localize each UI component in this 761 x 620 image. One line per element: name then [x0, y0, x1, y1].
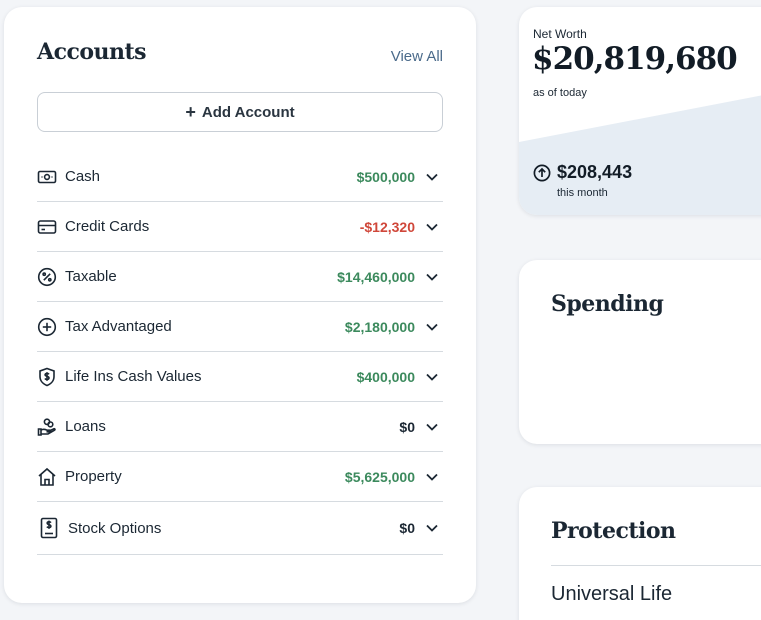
plus-circle-icon	[37, 317, 57, 337]
account-label: Loans	[65, 418, 106, 435]
account-row-life-ins-cash-values[interactable]: Life Ins Cash Values $400,000	[37, 352, 443, 402]
shield-dollar-icon	[37, 367, 57, 387]
credit-card-icon	[37, 217, 57, 237]
account-label: Stock Options	[68, 519, 162, 537]
account-amount: $0	[399, 418, 415, 435]
account-row-taxable[interactable]: Taxable $14,460,000	[37, 252, 443, 302]
account-row-credit-cards[interactable]: Credit Cards -$12,320	[37, 202, 443, 252]
chevron-down-icon[interactable]	[425, 420, 439, 434]
protection-title: Protection	[551, 518, 676, 544]
house-icon	[37, 467, 57, 487]
account-row-cash[interactable]: Cash $500,000	[37, 152, 443, 202]
account-row-stock-options[interactable]: Stock Options $0	[37, 502, 443, 555]
plus-icon: +	[185, 102, 196, 122]
add-account-label: Add Account	[201, 103, 295, 121]
spending-card: Spending	[519, 260, 761, 444]
chevron-down-icon[interactable]	[425, 170, 439, 184]
account-label: Taxable	[65, 268, 117, 285]
cash-icon	[37, 167, 57, 187]
account-label: Life Ins Cash Values	[65, 368, 202, 385]
account-amount: -$12,320	[359, 218, 415, 235]
spending-title: Spending	[551, 291, 664, 317]
divider	[551, 565, 761, 566]
protection-card: Protection Universal Life	[519, 487, 761, 620]
account-label: Property	[65, 468, 122, 485]
account-amount: $5,625,000	[344, 468, 415, 485]
protection-item-universal-life[interactable]: Universal Life	[551, 583, 673, 605]
account-label: Credit Cards	[65, 218, 150, 235]
net-worth-as-of: as of today	[533, 87, 587, 99]
hand-coins-icon	[37, 417, 57, 437]
account-row-tax-advantaged[interactable]: Tax Advantaged $2,180,000	[37, 302, 443, 352]
account-label: Cash	[65, 168, 101, 185]
net-worth-change: $208,443	[533, 162, 632, 183]
arrow-up-circle-icon	[533, 164, 551, 181]
chevron-down-icon[interactable]	[425, 220, 439, 234]
net-worth-change-value: $208,443	[557, 162, 633, 182]
account-row-property[interactable]: Property $5,625,000	[37, 452, 443, 502]
chevron-down-icon[interactable]	[425, 521, 439, 535]
net-worth-card: Net Worth $20,819,680 as of today $208,4…	[519, 7, 761, 215]
view-all-link[interactable]: View All	[390, 48, 443, 65]
document-dollar-icon	[37, 517, 60, 539]
account-amount: $0	[399, 520, 415, 536]
add-account-button[interactable]: + Add Account	[37, 92, 443, 132]
accounts-list: Cash $500,000 Credit Cards -$12,320 Taxa…	[37, 152, 443, 555]
net-worth-change-period: this month	[557, 187, 608, 199]
account-amount: $14,460,000	[337, 268, 415, 285]
net-worth-label: Net Worth	[533, 27, 587, 41]
percent-icon	[37, 267, 57, 287]
chevron-down-icon[interactable]	[425, 320, 439, 334]
net-worth-area-chart	[519, 95, 761, 215]
chevron-down-icon[interactable]	[425, 470, 439, 484]
account-amount: $2,180,000	[344, 318, 415, 335]
account-amount: $500,000	[356, 168, 415, 185]
net-worth-value: $20,819,680	[532, 41, 738, 77]
chevron-down-icon[interactable]	[425, 370, 439, 384]
account-label: Tax Advantaged	[65, 318, 172, 335]
chevron-down-icon[interactable]	[425, 270, 439, 284]
account-amount: $400,000	[356, 368, 415, 385]
accounts-title: Accounts	[37, 39, 147, 65]
accounts-card: Accounts View All + Add Account Cash $50…	[4, 7, 476, 603]
account-row-loans[interactable]: Loans $0	[37, 402, 443, 452]
